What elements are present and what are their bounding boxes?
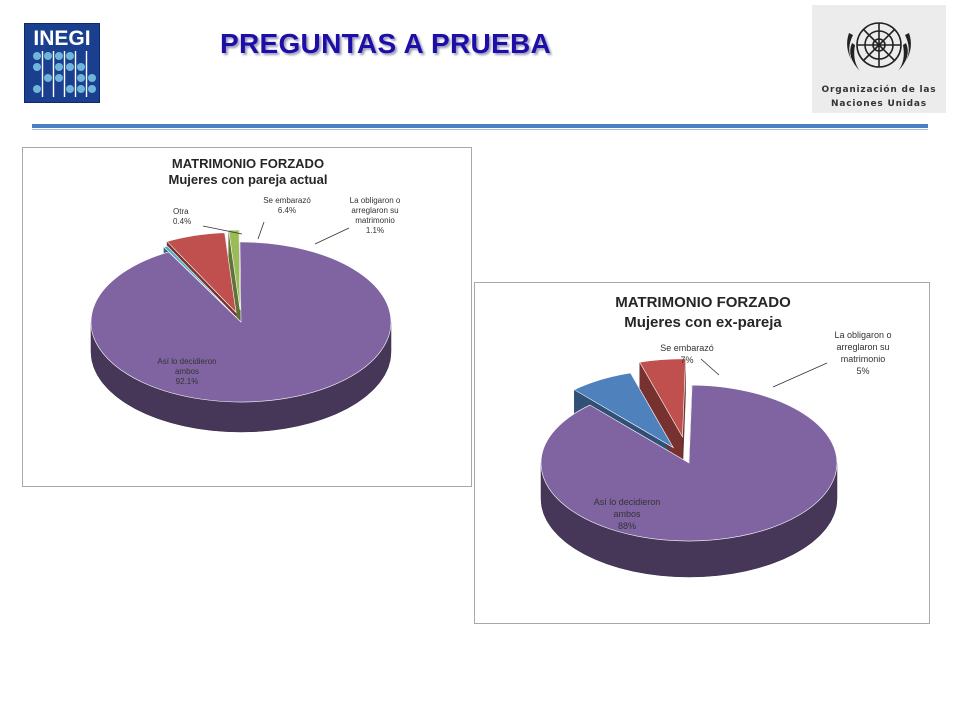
page-title: PREGUNTAS A PRUEBA	[220, 28, 552, 59]
value-ambos: 92.1%	[176, 377, 199, 386]
label-obligaron-l2: arreglaron su	[351, 206, 398, 215]
value-embarazo: 6.4%	[278, 206, 296, 215]
pie-chart-pareja-actual: MATRIMONIO FORZADO Mujeres con pareja ac…	[90, 156, 401, 433]
chart-title: MATRIMONIO FORZADO	[172, 156, 324, 171]
pie-slice-asi-lo-decidieron-ambos	[540, 384, 838, 542]
value-embarazo: 7%	[680, 355, 693, 365]
chart-subtitle: Mujeres con ex-pareja	[624, 314, 782, 331]
pie-slice-asi-lo-decidieron-ambos	[90, 241, 392, 403]
un-emblem-icon	[847, 22, 911, 71]
label-ambos-l2: ambos	[613, 509, 641, 519]
chart-pareja-actual: MATRIMONIO FORZADO Mujeres con pareja ac…	[22, 147, 472, 487]
value-ambos: 88%	[618, 521, 636, 531]
label-obligaron-l1: La obligaron o	[350, 196, 401, 205]
pie-slice-otra	[163, 245, 237, 318]
header-rule	[32, 124, 928, 128]
chart-title: MATRIMONIO FORZADO	[615, 294, 791, 311]
chart-subtitle: Mujeres con pareja actual	[169, 172, 328, 187]
leader-line-embarazo	[257, 221, 265, 240]
value-otra: 0.4%	[173, 217, 191, 226]
pie-slice-se-embarazo	[166, 232, 237, 314]
label-ambos-l2: ambos	[175, 367, 199, 376]
inegi-logo: INEGI	[23, 22, 101, 104]
label-obligaron-l3: matrimonio	[841, 354, 886, 364]
inegi-logo-text: INEGI	[33, 27, 90, 50]
pie-slice-se-embarazo	[573, 372, 675, 449]
value-obligaron: 1.1%	[366, 226, 384, 235]
label-obligaron-l1: La obligaron o	[834, 330, 891, 340]
label-ambos-l1: Así lo decidieron	[157, 357, 216, 366]
label-obligaron-l3: matrimonio	[355, 216, 395, 225]
leader-line-obligaron	[314, 227, 350, 245]
chart-ex-pareja: MATRIMONIO FORZADO Mujeres con ex-pareja…	[474, 282, 930, 624]
leader-line-otra	[202, 225, 243, 235]
pie-slice-la-obligaron-o-arreglaron-su-matrimonio	[639, 358, 686, 438]
label-embarazo: Se embarazó	[263, 196, 311, 205]
leader-line-obligaron	[772, 362, 828, 388]
label-otra: Otra	[173, 207, 189, 216]
leader-line-embarazo	[700, 358, 720, 376]
label-embarazo: Se embarazó	[660, 343, 714, 353]
value-obligaron: 5%	[856, 366, 869, 376]
un-logo-line2: Naciones Unidas	[831, 99, 927, 109]
label-ambos-l1: Así lo decidieron	[594, 497, 661, 507]
un-logo-line1: Organización de las	[821, 85, 937, 95]
pie-slice-la-obligaron-o-arreglaron-su-matrimonio	[228, 229, 241, 310]
label-obligaron-l2: arreglaron su	[836, 342, 889, 352]
un-logo: Organización de las Naciones Unidas	[812, 5, 946, 113]
header-rule-thin	[32, 129, 928, 130]
pie-chart-ex-pareja: MATRIMONIO FORZADO Mujeres con ex-pareja…	[540, 294, 892, 578]
